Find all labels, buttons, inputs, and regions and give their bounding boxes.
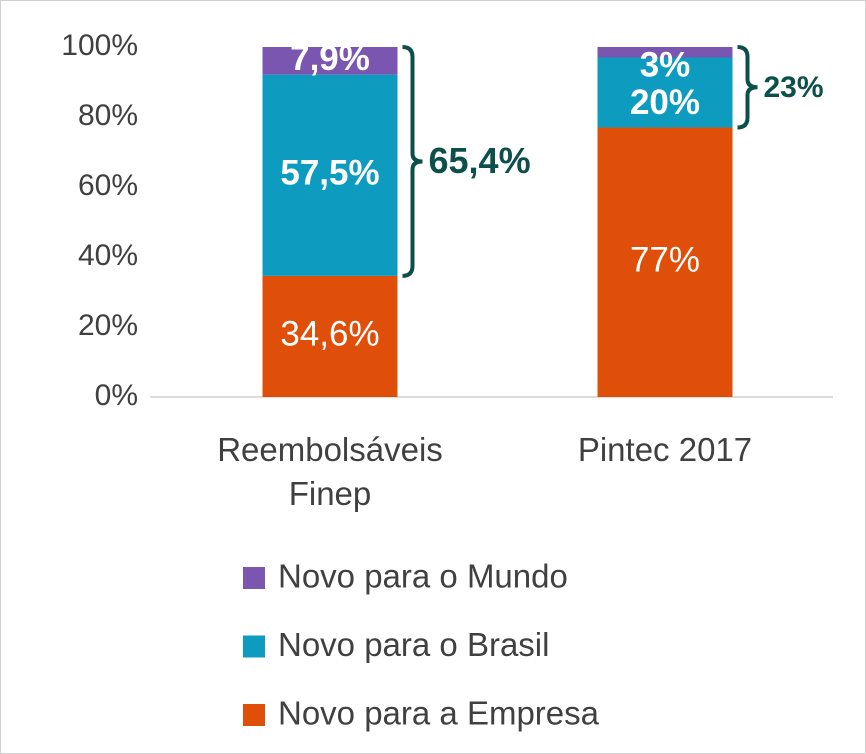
bar-segment — [597, 47, 733, 58]
y-tick-label: 0% — [95, 379, 138, 412]
bar-segment — [262, 74, 398, 276]
legend-swatch — [243, 635, 265, 658]
value-label: 7,9% — [290, 39, 370, 78]
y-tick-label: 40% — [78, 239, 138, 272]
x-tick-label: Reembolsáveis Finep — [217, 431, 443, 512]
annotation: 23% — [764, 71, 824, 104]
legend-label: Novo para o Brasil — [278, 626, 549, 663]
value-label: 57,5% — [280, 154, 379, 193]
bar-segment — [597, 57, 733, 128]
bracket — [737, 45, 758, 130]
y-tick-label: 80% — [78, 99, 138, 132]
value-label: 77% — [630, 241, 700, 280]
y-tick-label: 60% — [78, 169, 138, 202]
bracket — [402, 45, 423, 278]
bar-segment — [262, 275, 398, 397]
value-label: 3% — [640, 45, 691, 84]
y-tick-label: 20% — [78, 309, 138, 342]
legend-label: Novo para a Empresa — [278, 695, 600, 732]
bar-segment — [597, 127, 733, 397]
value-label: 20% — [630, 83, 700, 122]
legend-label: Novo para o Mundo — [278, 558, 568, 595]
y-tick-label: 100% — [61, 29, 138, 62]
annotation: 65,4% — [429, 140, 531, 181]
value-label: 34,6% — [280, 315, 379, 354]
legend-swatch — [243, 704, 265, 726]
x-tick-label: Pintec 2017 — [577, 431, 753, 468]
bar-segment — [262, 47, 398, 75]
legend-swatch — [243, 567, 265, 589]
